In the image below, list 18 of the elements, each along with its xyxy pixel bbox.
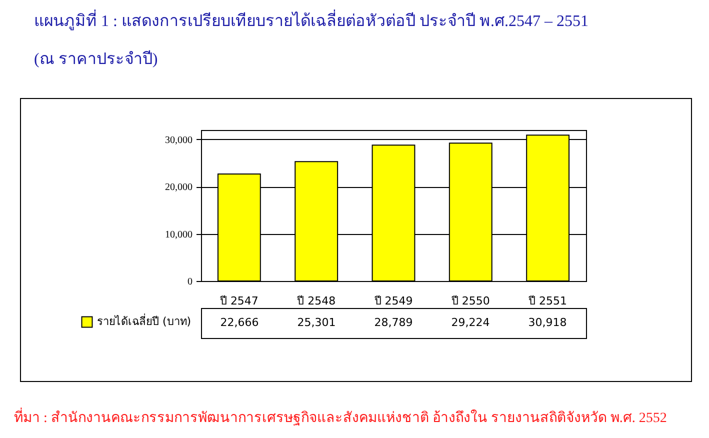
text: ที่มา : สำนักงานคณะกรรมการพัฒนาการเศรษฐกิจและสังคมแห่งชาติ อ้างถึงใน รายงานสถิติจังหวัด พ.ศ. 2552 [14, 406, 667, 428]
chart-subtitle: (ณ ราคาประจำปี) [34, 49, 158, 70]
x-tick-label: ปี 2548 [296, 294, 336, 308]
x-tick-label: ปี 2551 [528, 294, 568, 308]
legend-label: รายได้เฉลี่ยปี (บาท) [97, 313, 192, 328]
data-label: 25,301 [297, 316, 336, 329]
data-label: 28,789 [374, 316, 413, 329]
data-label: 30,918 [528, 316, 567, 329]
y-tick-label: 20,000 [165, 182, 192, 194]
y-tick-label: 10,000 [165, 229, 192, 240]
chart-title: แผนภูมิที่ 1 : แสดงการเปรียบเทียบรายได้เฉลี่ยต่อหัวต่อปี ประจำปี พ.ศ.2547 – 2551 [34, 8, 588, 32]
x-tick-label: ปี 2547 [218, 294, 258, 308]
x-tick-label: ปี 2550 [450, 294, 490, 308]
data-label: 29,224 [451, 316, 490, 329]
data-label: 22,666 [220, 316, 259, 329]
x-tick-label: ปี 2549 [373, 294, 413, 308]
y-tick-label: 0 [188, 276, 192, 288]
y-tick-label: 30,000 [165, 134, 192, 146]
